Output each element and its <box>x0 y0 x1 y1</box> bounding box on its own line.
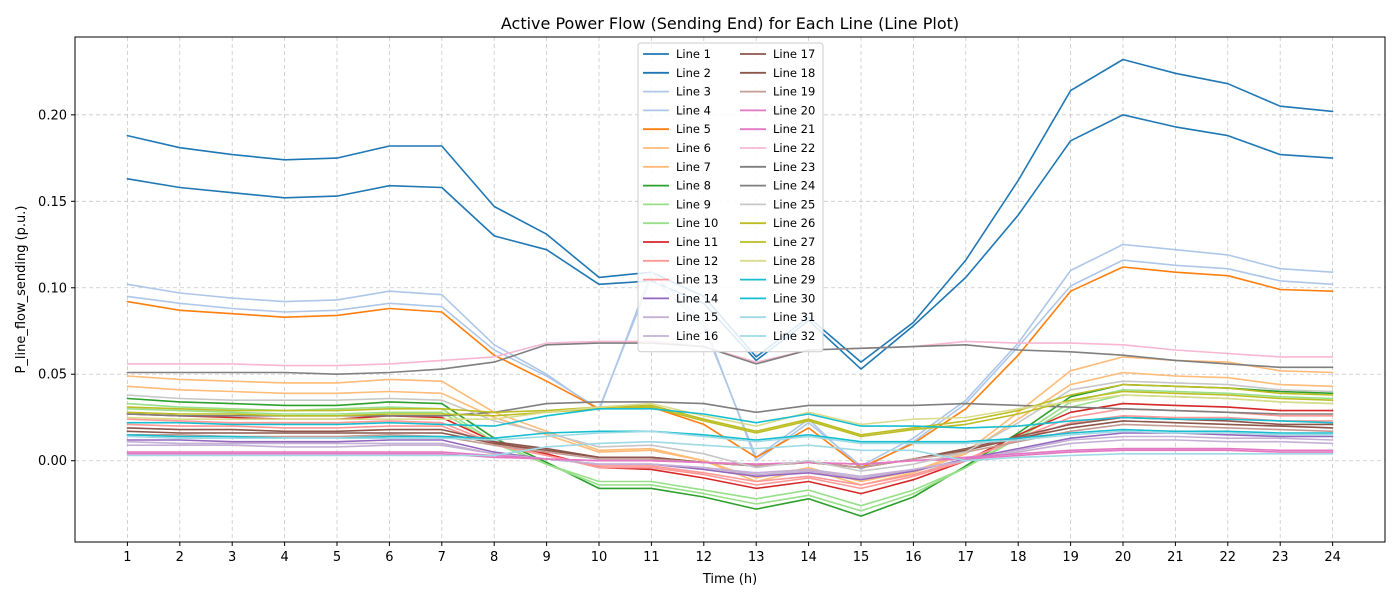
series-line-21 <box>126 449 1334 466</box>
legend-entry: Line 10 <box>676 216 718 230</box>
plot-frame <box>74 36 1386 543</box>
x-tick-label: 17 <box>958 550 975 565</box>
legend-entry: Line 32 <box>773 329 815 343</box>
series-line-25 <box>126 380 1334 472</box>
x-tick-label: 5 <box>333 550 341 565</box>
x-tick-label: 4 <box>280 550 288 565</box>
legend-box <box>637 42 824 353</box>
legend-entry: Line 13 <box>676 273 718 287</box>
y-tick-label: 0.15 <box>38 195 67 210</box>
y-tick-label: 0.10 <box>38 281 67 296</box>
legend-entry: Line 31 <box>773 310 815 324</box>
legend-entry: Line 19 <box>773 85 815 99</box>
legend-entry: Line 8 <box>676 179 711 193</box>
x-tick-label: 11 <box>643 550 660 565</box>
series-line-26 <box>126 383 1334 436</box>
legend-entry: Line 14 <box>676 291 718 305</box>
legend-entry: Line 4 <box>676 103 711 117</box>
legend-entry: Line 16 <box>676 329 718 343</box>
legend-entry: Line 22 <box>773 141 815 155</box>
legend-entry: Line 17 <box>773 47 815 61</box>
x-tick-label: 24 <box>1324 550 1341 565</box>
x-tick-label: 15 <box>853 550 870 565</box>
legend-entry: Line 5 <box>676 122 711 136</box>
series-line-4 <box>126 259 1334 471</box>
legend-entry: Line 29 <box>773 273 815 287</box>
x-tick-label: 23 <box>1272 550 1289 565</box>
x-tick-label: 12 <box>696 550 713 565</box>
legend-entry: Line 7 <box>676 160 711 174</box>
x-tick-label: 1 <box>123 550 131 565</box>
legend-entry: Line 15 <box>676 310 718 324</box>
legend-entry: Line 28 <box>773 254 815 268</box>
y-tick-label: 0.20 <box>38 108 67 123</box>
x-tick-label: 8 <box>490 550 498 565</box>
legend-entry: Line 27 <box>773 235 815 249</box>
series-line-9 <box>126 388 1334 512</box>
x-tick-label: 6 <box>385 550 393 565</box>
series-line-22 <box>126 340 1334 367</box>
legend-entry: Line 1 <box>676 47 711 61</box>
x-axis-ticks: 1 2 3 4 5 6 7 8 9 10 11 12 13 14 15 16 17 18 19 20 21 22 23 24 <box>123 542 1341 565</box>
legend-entry: Line 26 <box>773 216 815 230</box>
legend-entry: Line 6 <box>676 141 711 155</box>
legend-entry: Line 24 <box>773 179 815 193</box>
series-line-16 <box>126 439 1334 478</box>
legend-entry: Line 9 <box>676 197 711 211</box>
series-line-27 <box>126 390 1334 438</box>
x-tick-label: 9 <box>542 550 550 565</box>
legend-entry: Line 23 <box>773 160 815 174</box>
x-tick-label: 16 <box>905 550 922 565</box>
y-axis-ticks: 0.00 0.05 0.10 0.15 0.20 <box>38 108 75 469</box>
series-line-28 <box>126 394 1334 427</box>
legend-entry: Line 25 <box>773 197 815 211</box>
legend-entry: Line 3 <box>676 85 711 99</box>
series-line-14 <box>126 432 1334 481</box>
y-tick-label: 0.00 <box>38 454 67 469</box>
x-tick-label: 21 <box>1167 550 1184 565</box>
x-tick-label: 20 <box>1115 550 1132 565</box>
legend: Line 1 Line 2 Line 3 Line 4 Line 5 Line 6 Line… <box>637 42 824 353</box>
series-line-31 <box>126 430 1334 445</box>
legend-entry: Line 11 <box>676 235 718 249</box>
series-line-23 <box>126 342 1334 376</box>
series-line-5 <box>126 266 1334 469</box>
x-tick-label: 2 <box>176 550 184 565</box>
legend-entry: Line 18 <box>773 66 815 80</box>
legend-entry: Line 20 <box>773 103 815 117</box>
legend-entry: Line 30 <box>773 291 815 305</box>
y-tick-label: 0.05 <box>38 368 67 383</box>
series-line-15 <box>126 435 1334 479</box>
x-tick-label: 19 <box>1062 550 1079 565</box>
legend-entry: Line 21 <box>773 122 815 136</box>
x-tick-label: 22 <box>1220 550 1237 565</box>
x-tick-label: 14 <box>800 550 817 565</box>
x-tick-label: 10 <box>591 550 608 565</box>
series-line-6 <box>126 356 1334 483</box>
series-line-32 <box>126 440 1334 462</box>
x-tick-label: 18 <box>1010 550 1027 565</box>
series-line-13 <box>126 414 1334 486</box>
x-tick-label: 3 <box>228 550 236 565</box>
x-tick-label: 7 <box>438 550 446 565</box>
chart-title: Active Power Flow (Sending End) for Each… <box>501 14 959 33</box>
legend-entry: Line 2 <box>676 66 711 80</box>
x-axis-label: Time (h) <box>702 572 757 587</box>
series-line-19 <box>126 423 1334 469</box>
x-tick-label: 13 <box>748 550 765 565</box>
y-axis-label: P_line_flow_sending (p.u.) <box>14 206 29 374</box>
series-line-29 <box>126 407 1334 429</box>
legend-entry: Line 12 <box>676 254 718 268</box>
